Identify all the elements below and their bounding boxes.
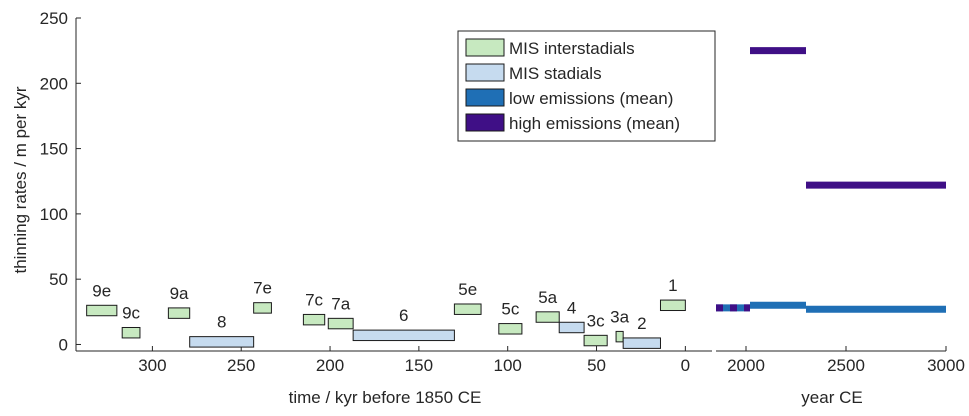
mis-stage-label: 8 — [217, 313, 226, 332]
x-tick-label-right: 3000 — [927, 356, 965, 375]
mis-stage-label: 7e — [253, 279, 272, 298]
mis-interstadial-bar — [498, 323, 523, 335]
x-tick-label-left: 150 — [405, 356, 433, 375]
x-tick-label-left: 50 — [587, 356, 606, 375]
mis-stage-label: 7c — [305, 290, 323, 309]
mis-stage-label: 3c — [587, 311, 605, 330]
mis-stage-label: 2 — [637, 314, 646, 333]
y-tick-label: 0 — [59, 335, 68, 354]
mis-stadial-bar — [622, 337, 661, 349]
x-tick-label-left: 200 — [316, 356, 344, 375]
x-axis-label-right: year CE — [801, 388, 862, 407]
mis-intervals: 9e 9c 9a 8 7e 7c 7a 6 5e 5c 5a 4 3c 3a 2 1 — [86, 276, 686, 349]
mis-interstadial-bar — [253, 302, 272, 314]
mis-stadial-bar — [352, 329, 455, 342]
y-tick-label: 100 — [40, 205, 68, 224]
mis-stage-label: 7a — [331, 294, 350, 313]
x-tick-labels-right: 2000 2500 3000 — [727, 346, 965, 375]
x-tick-label-left: 300 — [138, 356, 166, 375]
y-tick-label: 50 — [49, 270, 68, 289]
mis-interstadial-bar — [453, 303, 482, 315]
mis-stage-label: 9e — [92, 281, 111, 300]
y-tick-label: 250 — [40, 9, 68, 28]
legend-swatch — [465, 38, 505, 57]
legend-label: MIS stadials — [509, 64, 602, 83]
mis-stage-label: 5a — [538, 288, 557, 307]
legend-swatch — [465, 88, 505, 107]
mis-stage-label: 6 — [399, 306, 408, 325]
legend-label: high emissions (mean) — [509, 114, 680, 133]
mis-stage-label: 3a — [610, 307, 629, 326]
mis-stage-label: 1 — [668, 276, 677, 295]
mis-interstadial-bar — [86, 304, 118, 317]
mis-interstadial-bar — [535, 311, 560, 323]
x-tick-label-left: 0 — [681, 356, 690, 375]
mis-interstadial-bar — [327, 317, 354, 330]
mis-stadial-bar — [558, 321, 585, 334]
mis-stage-label: 5e — [458, 280, 477, 299]
y-axis-label: thinning rates / m per kyr — [11, 86, 30, 273]
legend: MIS interstadials MIS stadials low emissio… — [457, 30, 716, 142]
legend-label: low emissions (mean) — [509, 89, 673, 108]
x-tick-label-left: 250 — [227, 356, 255, 375]
mis-stage-label: 9c — [122, 303, 140, 322]
x-tick-label-left: 100 — [494, 356, 522, 375]
future-series — [716, 47, 946, 313]
y-tick-labels: 0 50 100 150 200 250 — [40, 9, 81, 354]
mis-interstadial-bar — [121, 326, 141, 339]
mis-stage-label: 9a — [170, 284, 189, 303]
mis-stage-label: 4 — [567, 298, 576, 317]
axes-frame — [75, 18, 946, 352]
legend-label: MIS interstadials — [509, 39, 635, 58]
legend-swatch — [465, 113, 505, 132]
mis-interstadial-bar — [583, 334, 608, 347]
mis-stadial-bar — [189, 336, 255, 348]
x-tick-label-right: 2000 — [727, 356, 765, 375]
mis-interstadial-bar — [302, 313, 326, 326]
mis-interstadial-bar — [615, 330, 624, 343]
mis-stage-label: 5c — [501, 300, 519, 319]
x-axis-label-left: time / kyr before 1850 CE — [289, 388, 482, 407]
x-tick-label-right: 2500 — [827, 356, 865, 375]
y-tick-label: 150 — [40, 140, 68, 159]
mis-interstadial-bar — [659, 299, 686, 312]
mis-interstadial-bar — [167, 307, 191, 319]
y-tick-label: 200 — [40, 74, 68, 93]
x-tick-labels-left: 300 250 200 150 100 50 0 — [138, 346, 690, 375]
legend-swatch — [465, 63, 505, 82]
